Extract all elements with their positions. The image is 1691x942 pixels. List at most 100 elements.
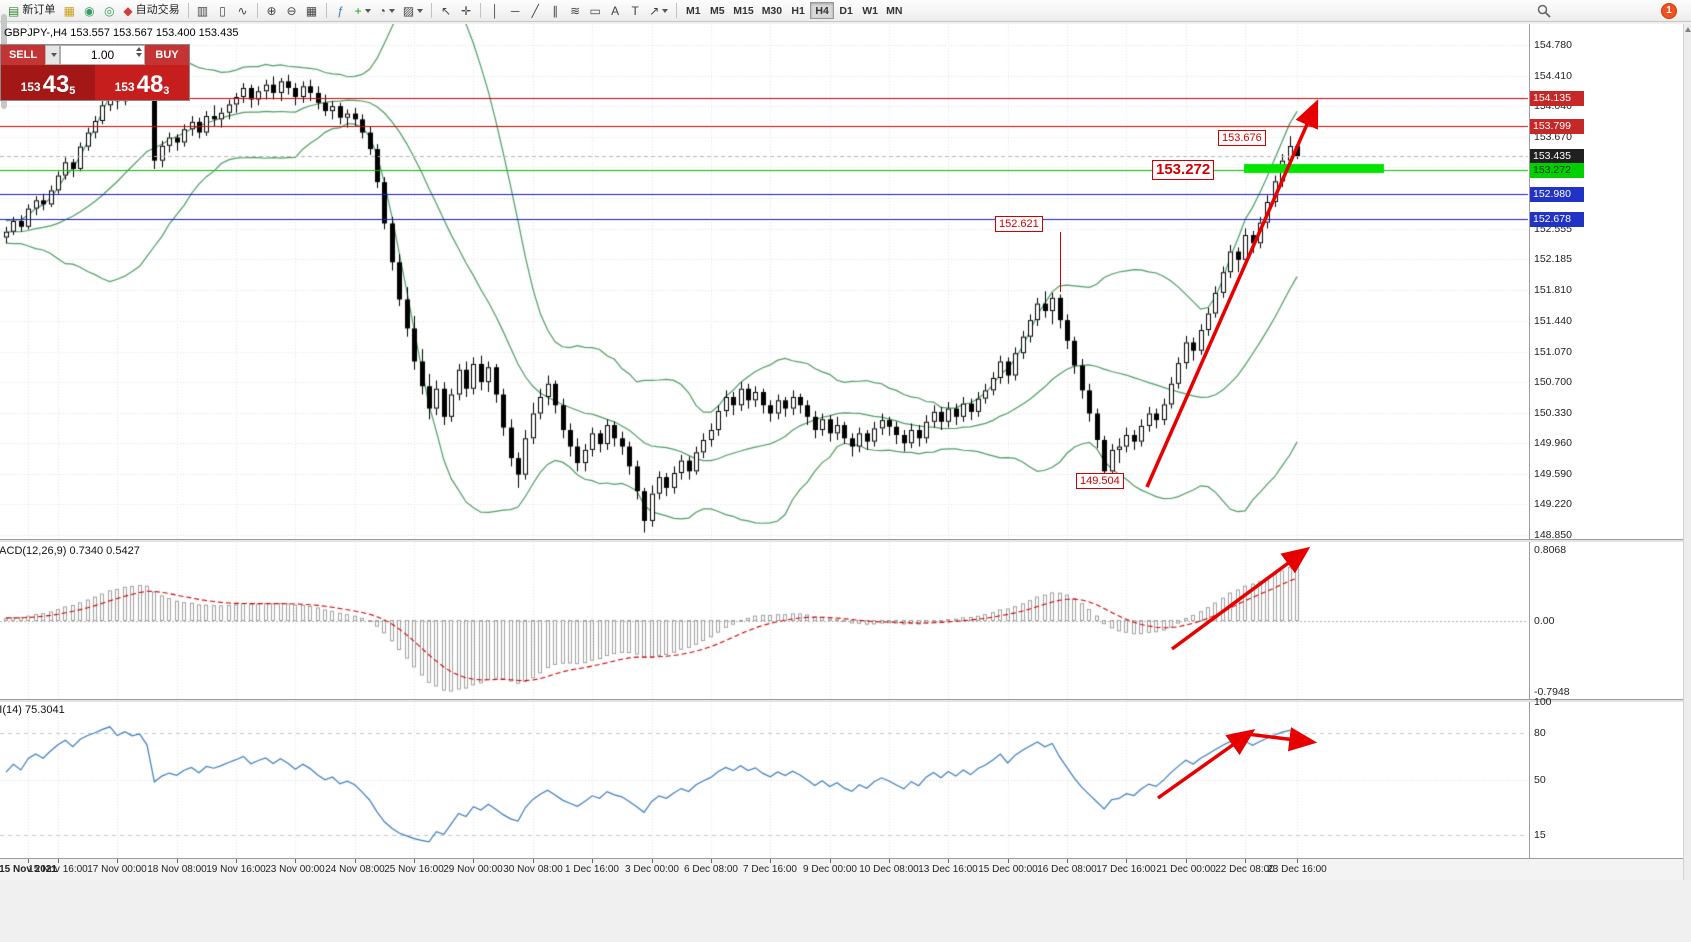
text-tool-button[interactable]: A bbox=[605, 2, 625, 20]
dropdown-caret-icon bbox=[364, 8, 371, 13]
volume-stepper[interactable] bbox=[136, 47, 142, 57]
panel-separator-macd[interactable] bbox=[0, 539, 1683, 542]
time-axis-tick bbox=[948, 859, 949, 863]
timeframe-mn-button[interactable]: MN bbox=[882, 2, 906, 19]
arrows-tool-icon: ↗ bbox=[649, 3, 660, 18]
toolbar-right-cluster: 1 bbox=[1537, 2, 1677, 19]
price-annotation-label[interactable]: 153.272 bbox=[1152, 160, 1215, 180]
step-down-icon[interactable] bbox=[136, 53, 142, 57]
tile-windows-icon: ▦ bbox=[305, 3, 318, 18]
trendline-tool-button[interactable]: ╱ bbox=[525, 2, 545, 20]
one-click-menu-caret[interactable] bbox=[45, 45, 60, 65]
timeframe-d1-button[interactable]: D1 bbox=[834, 2, 858, 19]
toolbar-separator bbox=[480, 3, 482, 18]
sell-price-quote[interactable]: 153 43 5 bbox=[1, 65, 95, 100]
time-axis-tick bbox=[770, 859, 771, 863]
price-axis-label: 150.330 bbox=[1534, 406, 1572, 419]
scroll-up-icon[interactable] bbox=[1685, 27, 1691, 32]
time-axis-tick bbox=[355, 859, 356, 863]
price-axis-label: 149.960 bbox=[1534, 437, 1572, 450]
sell-price-pips: 43 bbox=[42, 71, 70, 98]
auto-trading-button[interactable]: ◆ 自动交易 bbox=[119, 2, 183, 20]
templates-button[interactable]: ▨ bbox=[399, 2, 427, 20]
notification-badge[interactable]: 1 bbox=[1661, 2, 1677, 19]
toolbar-separator bbox=[187, 3, 189, 18]
price-annotation-label[interactable]: 152.621 bbox=[995, 216, 1043, 232]
time-axis-label: 13 Dec 16:00 bbox=[918, 864, 978, 875]
price-axis-label: 149.590 bbox=[1534, 467, 1572, 480]
timeframe-m1-button[interactable]: M1 bbox=[681, 2, 705, 19]
add-indicator-button[interactable]: + bbox=[351, 2, 375, 20]
label-tool-button[interactable]: T bbox=[625, 2, 645, 20]
timeframe-m30-button[interactable]: M30 bbox=[758, 2, 786, 19]
panel-separator-rsi[interactable] bbox=[0, 699, 1683, 702]
time-axis-tick bbox=[1297, 859, 1298, 863]
price-axis-label: 148.850 bbox=[1534, 528, 1572, 541]
vertical-line-tool-button[interactable]: │ bbox=[485, 2, 505, 20]
volume-value: 1.00 bbox=[90, 48, 115, 62]
candlestick-chart-type-button[interactable]: ▯ bbox=[213, 2, 233, 20]
buy-price-quote[interactable]: 153 48 3 bbox=[95, 65, 189, 100]
step-up-icon[interactable] bbox=[136, 47, 142, 51]
buy-button[interactable]: BUY bbox=[145, 45, 189, 65]
shapes-tool-button[interactable]: ▭ bbox=[585, 2, 605, 20]
horizontal-line-tool-button[interactable]: ─ bbox=[505, 2, 525, 20]
new-order-button[interactable]: ▤ 新订单 bbox=[4, 2, 59, 20]
price-axis-label: 150.700 bbox=[1534, 376, 1572, 389]
time-axis-label: 9 Dec 00:00 bbox=[803, 864, 857, 875]
price-annotation-label[interactable]: 153.676 bbox=[1218, 130, 1266, 146]
chart-window-button[interactable]: ▦ bbox=[59, 2, 79, 20]
time-axis-label: 30 Nov 08:00 bbox=[503, 864, 563, 875]
rsi-scale-label: 80 bbox=[1534, 727, 1546, 740]
zoom-in-button[interactable]: ⊕ bbox=[262, 2, 282, 20]
toolbar-button-label: 新订单 bbox=[22, 4, 56, 16]
search-icon[interactable] bbox=[1537, 4, 1551, 18]
zoom-out-button[interactable]: ⊖ bbox=[282, 2, 302, 20]
data-window-icon: ◉ bbox=[84, 3, 95, 18]
price-annotation-label[interactable]: 149.504 bbox=[1076, 473, 1124, 489]
price-chart-canvas[interactable] bbox=[0, 24, 1529, 858]
sell-button[interactable]: SELL bbox=[1, 45, 45, 65]
timeframe-h1-button[interactable]: H1 bbox=[786, 2, 810, 19]
volume-input[interactable]: 1.00 bbox=[60, 45, 145, 65]
time-axis-tick bbox=[117, 859, 118, 863]
time-axis-tick bbox=[177, 859, 178, 863]
macd-indicator-label: MACD(12,26,9) 0.7340 0.5427 bbox=[0, 545, 140, 557]
time-axis-tick bbox=[1008, 859, 1009, 863]
vertical-scrollbar[interactable] bbox=[1683, 24, 1691, 880]
timeframe-w1-button[interactable]: W1 bbox=[858, 2, 882, 19]
annotation-pointer-line[interactable] bbox=[1060, 232, 1061, 292]
periods-button[interactable]: ◔ bbox=[375, 2, 399, 20]
crosshair-tool-button[interactable]: ✛ bbox=[456, 2, 476, 20]
time-axis-label: 25 Nov 16:00 bbox=[384, 864, 444, 875]
bar-chart-type-button[interactable]: ▥ bbox=[193, 2, 213, 20]
time-axis[interactable] bbox=[0, 858, 1683, 880]
channel-tool-button[interactable]: ∥ bbox=[545, 2, 565, 20]
time-axis-label: 15 Dec 00:00 bbox=[978, 864, 1038, 875]
time-axis-label: 17 Nov 00:00 bbox=[87, 864, 147, 875]
tile-windows-button[interactable]: ▦ bbox=[302, 2, 322, 20]
cursor-tool-button[interactable]: ↖ bbox=[436, 2, 456, 20]
arrows-tool-button[interactable]: ↗ bbox=[645, 2, 672, 20]
timeframe-h4-button[interactable]: H4 bbox=[810, 2, 835, 19]
macd-scale-label: 0.00 bbox=[1534, 614, 1555, 627]
rsi-indicator-label: RSI(14) 75.3041 bbox=[0, 704, 65, 716]
line-chart-type-button[interactable]: ∿ bbox=[233, 2, 253, 20]
toolbar-separator bbox=[431, 3, 433, 18]
price-axis-label: 154.410 bbox=[1534, 69, 1572, 82]
fibonacci-tool-button[interactable]: ≋ bbox=[565, 2, 585, 20]
fibonacci-tool-icon: ≋ bbox=[570, 3, 581, 18]
toolbar-separator bbox=[676, 3, 678, 18]
periods-icon: ◔ bbox=[378, 3, 386, 18]
timeframe-m15-button[interactable]: M15 bbox=[729, 2, 757, 19]
refresh-button[interactable]: ◎ bbox=[99, 2, 119, 20]
sell-price-prefix: 153 bbox=[20, 79, 41, 94]
label-tool-icon: T bbox=[631, 3, 639, 18]
time-axis-tick bbox=[295, 859, 296, 863]
data-window-button[interactable]: ◉ bbox=[79, 2, 99, 20]
zoom-out-icon: ⊖ bbox=[286, 3, 297, 18]
price-tag: 153.799 bbox=[1530, 119, 1584, 135]
timeframe-m5-button[interactable]: M5 bbox=[705, 2, 729, 19]
time-axis-label: 21 Dec 00:00 bbox=[1156, 864, 1216, 875]
indicators-button[interactable]: ƒ bbox=[331, 2, 351, 20]
